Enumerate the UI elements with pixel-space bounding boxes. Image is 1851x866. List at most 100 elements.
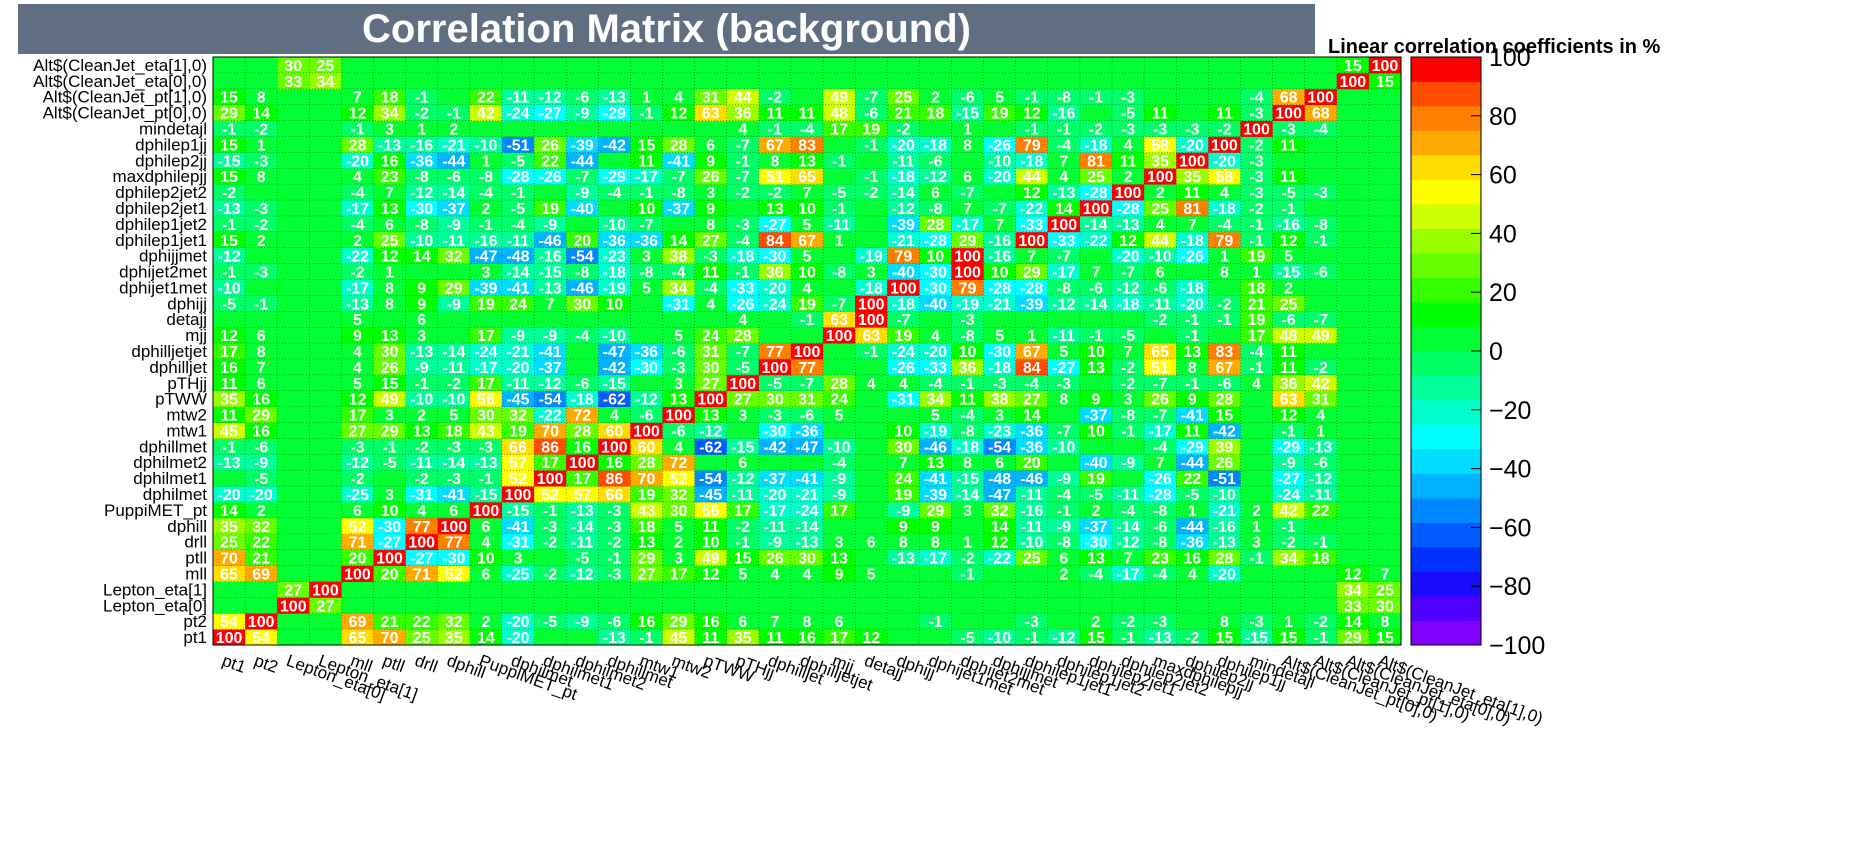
heatmap-cell	[1144, 581, 1177, 598]
cell-value-label: 65	[1151, 344, 1169, 361]
cell-value-label: 42	[477, 106, 495, 123]
heatmap-cell	[855, 184, 888, 201]
cell-value-label: 5	[1284, 249, 1293, 266]
heatmap-cell	[630, 486, 663, 503]
heatmap-cell	[694, 438, 728, 455]
cell-value-label: -2	[1249, 201, 1263, 218]
heatmap-cell	[694, 327, 728, 344]
cell-value-label: -8	[1153, 535, 1167, 552]
heatmap-cell	[823, 184, 856, 201]
heatmap-cell	[887, 374, 920, 392]
cell-value-label: -17	[474, 360, 497, 377]
cell-value-label: -11	[764, 519, 786, 536]
cell-value-label: -1	[222, 439, 236, 456]
heatmap-cell	[855, 88, 888, 106]
heatmap-cell	[1015, 72, 1049, 90]
cell-value-label: 34	[927, 392, 945, 409]
heatmap-cell	[1079, 597, 1113, 614]
heatmap-cell	[213, 533, 246, 551]
heatmap-cell	[1208, 374, 1241, 392]
heatmap-cell	[1079, 565, 1113, 582]
cell-value-label: -30	[988, 344, 1011, 361]
cell-value-label: -1	[1249, 233, 1263, 250]
cell-value-label: -20	[1181, 296, 1204, 313]
cell-value-label: -42	[1213, 423, 1236, 440]
heatmap-cell	[694, 358, 728, 376]
heatmap-cell	[566, 358, 599, 376]
heatmap-cell	[598, 136, 631, 153]
heatmap-cell	[919, 57, 952, 74]
heatmap-cell	[1304, 549, 1338, 566]
heatmap-cell	[726, 390, 760, 408]
heatmap-cell	[1368, 327, 1402, 344]
heatmap-cell	[662, 581, 696, 598]
y-tick-label: dphilep2jet1	[115, 199, 207, 218]
heatmap-cell	[1112, 200, 1145, 217]
cell-value-label: 100	[729, 376, 756, 393]
heatmap-cell	[598, 501, 631, 519]
cell-value-label: 100	[216, 630, 243, 647]
heatmap-cell	[694, 613, 728, 630]
heatmap-cell	[951, 184, 984, 201]
heatmap-cell	[534, 629, 567, 646]
heatmap-cell	[1304, 565, 1338, 582]
heatmap-cell	[534, 327, 567, 344]
heatmap-cell	[501, 374, 535, 392]
heatmap-cell	[405, 501, 439, 519]
cell-value-label: 3	[738, 408, 747, 425]
heatmap-cell	[919, 581, 952, 598]
heatmap-cell	[566, 247, 599, 264]
heatmap-cell	[855, 486, 888, 503]
cell-value-label: -39	[892, 217, 915, 234]
cell-value-label: 18	[1248, 280, 1266, 297]
heatmap-cell	[951, 327, 984, 344]
heatmap-cell	[630, 406, 663, 423]
cell-value-label: -14	[892, 185, 915, 202]
cell-value-label: 100	[1083, 201, 1110, 218]
heatmap-cell	[501, 215, 535, 233]
cell-value-label: -16	[988, 233, 1011, 250]
heatmap-cell	[469, 295, 503, 312]
cell-value-label: -21	[795, 487, 818, 504]
heatmap-cell	[1015, 215, 1049, 233]
cell-value-label: -9	[1121, 455, 1135, 472]
heatmap-cell	[1368, 247, 1402, 264]
heatmap-cell	[662, 629, 696, 646]
heatmap-cell	[1015, 581, 1049, 598]
heatmap-cell	[213, 343, 246, 360]
cell-value-label: 10	[638, 201, 656, 218]
heatmap-cell	[1336, 136, 1370, 153]
cell-value-label: -26	[731, 296, 754, 313]
cell-value-label: 79	[894, 249, 912, 266]
heatmap-cell	[437, 168, 471, 185]
cell-value-label: -54	[539, 392, 562, 409]
heatmap-cell	[437, 517, 471, 535]
heatmap-cell	[887, 597, 920, 614]
heatmap-cell	[726, 327, 760, 344]
cell-value-label: -44	[571, 153, 594, 170]
heatmap-cell	[1144, 406, 1177, 423]
heatmap-cell	[1272, 517, 1306, 535]
cell-value-label: 4	[1316, 408, 1325, 425]
cell-value-label: -36	[1181, 535, 1204, 552]
cell-value-label: -1	[1057, 503, 1071, 520]
heatmap-cell	[1336, 72, 1370, 90]
heatmap-cell	[405, 311, 439, 328]
heatmap-cell	[790, 215, 824, 233]
cell-value-label: -15	[506, 503, 529, 520]
heatmap-cell	[1112, 311, 1145, 328]
cell-value-label: 19	[862, 122, 880, 139]
heatmap-cell	[213, 104, 246, 121]
heatmap-cell	[983, 358, 1017, 376]
heatmap-cell	[1240, 311, 1273, 328]
heatmap-cell	[855, 501, 888, 519]
heatmap-cell	[1368, 374, 1402, 392]
heatmap-cell	[983, 374, 1017, 392]
heatmap-cell	[662, 263, 696, 280]
heatmap-cell	[469, 231, 503, 249]
heatmap-cell	[534, 200, 567, 217]
heatmap-cell	[1144, 120, 1177, 137]
heatmap-cell	[887, 422, 920, 439]
cell-value-label: -1	[254, 296, 268, 313]
heatmap-cell	[1176, 565, 1209, 582]
